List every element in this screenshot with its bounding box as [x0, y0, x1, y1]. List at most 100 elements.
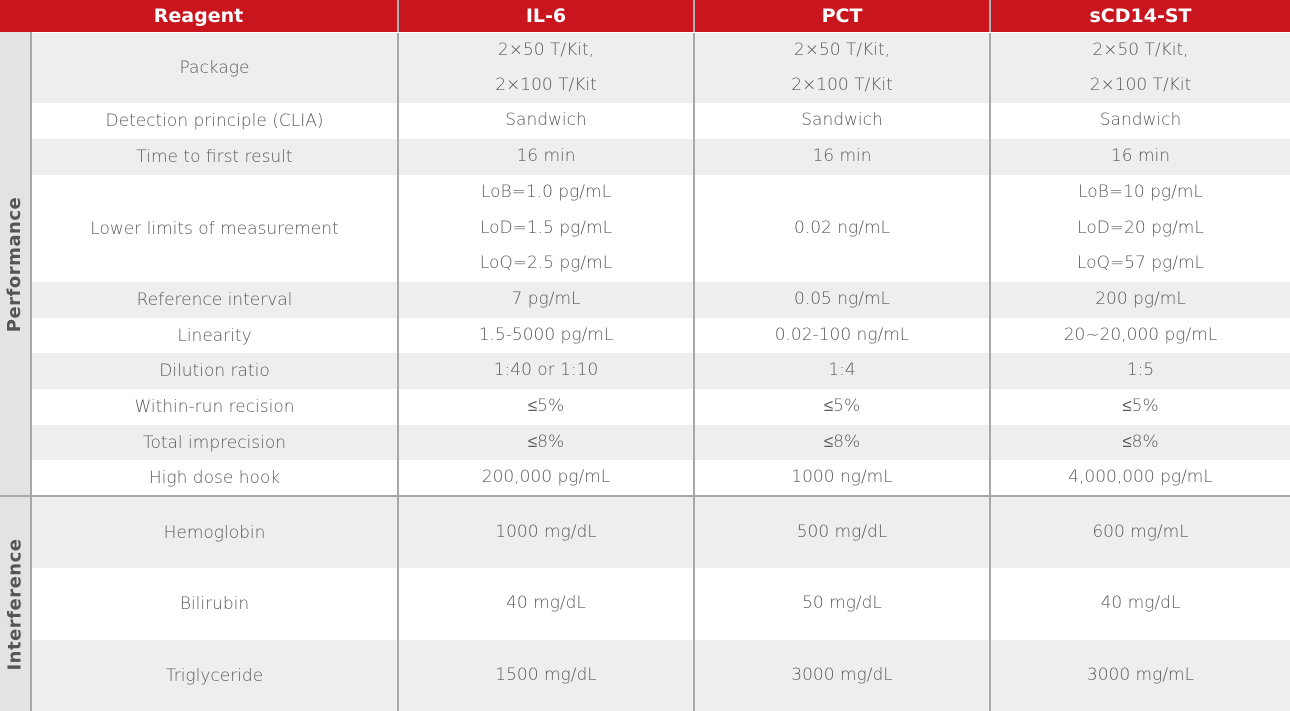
value-line: 200 pg/mL: [1095, 289, 1186, 310]
value-line: 1:5: [1126, 360, 1155, 381]
value-cell-scd14st: Sandwich: [989, 103, 1290, 139]
value-line: 500 mg/dL: [796, 521, 888, 542]
value-line: 20~20,000 pg/mL: [1063, 324, 1218, 345]
value-line: ≤5%: [527, 396, 565, 417]
value-cell-il6: Sandwich: [397, 103, 693, 139]
value-line: LoD=1.5 pg/mL: [479, 217, 613, 238]
value-cell-pct: ≤5%: [693, 389, 989, 425]
section-label-interference: Interference: [0, 497, 32, 711]
table-row: High dose hook 200,000 pg/mL 1000 ng/mL 4,0…: [32, 460, 1290, 496]
value-line: 2×50 T/Kit,: [793, 39, 891, 60]
value-cell-il6: 1000 mg/dL: [397, 497, 693, 568]
value-cell-pct: 500 mg/dL: [693, 497, 989, 568]
value-line: 1.5-5000 pg/mL: [478, 324, 614, 345]
value-line: 16 min: [1110, 146, 1171, 167]
table-row: Total imprecision ≤8% ≤8% ≤8%: [32, 425, 1290, 460]
value-line: 2×100 T/Kit: [495, 75, 597, 95]
value-cell-il6: 1.5-5000 pg/mL: [397, 318, 693, 353]
value-cell-il6: 2×50 T/Kit, 2×100 T/Kit: [397, 33, 693, 103]
value-cell-scd14st: 16 min: [989, 139, 1290, 175]
value-line: 50 mg/dL: [802, 593, 882, 614]
value-line: LoB=10 pg/mL: [1078, 182, 1203, 203]
value-cell-pct: 3000 mg/dL: [693, 640, 989, 711]
row-label: Triglyceride: [165, 665, 264, 686]
value-cell-il6: LoB=1.0 pg/mL LoD=1.5 pg/mL LoQ=2.5 pg/mL: [397, 175, 693, 282]
table-row: Dilution ratio 1:40 or 1:10 1:4 1:5: [32, 353, 1290, 389]
value-line: 1:4: [828, 360, 856, 381]
value-cell-il6: 16 min: [397, 139, 693, 175]
row-label: Time to first result: [136, 147, 293, 167]
value-cell-il6: 1:40 or 1:10: [397, 353, 693, 389]
value-line: ≤8%: [1122, 431, 1159, 452]
table-row: Linearity 1.5-5000 pg/mL 0.02-100 ng/mL 20~…: [32, 318, 1290, 353]
header-reagent: Reagent: [0, 0, 397, 32]
value-line: 2×100 T/Kit: [1089, 75, 1192, 95]
value-line: 16 min: [812, 146, 872, 167]
header-scd14st: sCD14-ST: [989, 0, 1290, 32]
value-line: ≤8%: [823, 431, 861, 452]
value-cell-scd14st: LoB=10 pg/mL LoD=20 pg/mL LoQ=57 pg/mL: [989, 175, 1290, 282]
section-divider: [0, 495, 1290, 497]
row-label: High dose hook: [148, 468, 281, 488]
table-row: Reference interval 7 pg/mL 0.05 ng/mL 200 p…: [32, 282, 1290, 318]
value-line: LoB=1.0 pg/mL: [480, 182, 612, 203]
value-line: 3000 mg/mL: [1086, 664, 1195, 685]
value-line: 3000 mg/dL: [791, 664, 893, 685]
value-line: 1:40 or 1:10: [493, 360, 599, 381]
value-cell-pct: 0.02-100 ng/mL: [693, 318, 989, 353]
value-line: 40 mg/dL: [1100, 593, 1181, 614]
table-row: Time to first result 16 min 16 min 16 min: [32, 139, 1290, 175]
value-cell-scd14st: 4,000,000 pg/mL: [989, 460, 1290, 496]
row-label: Hemoglobin: [163, 522, 266, 543]
table-row: Within-run recision ≤5% ≤5% ≤5%: [32, 389, 1290, 425]
value-line: Sandwich: [801, 110, 883, 131]
section-label-text: Interference: [4, 537, 26, 671]
row-label: Package: [179, 58, 250, 78]
value-cell-il6: 7 pg/mL: [397, 282, 693, 318]
table-row: Lower limits of measurement LoB=1.0 pg/mL…: [32, 175, 1290, 282]
value-line: 0.02 ng/mL: [794, 217, 890, 238]
row-label: Detection principle (CLIA): [105, 111, 324, 131]
table-row: Bilirubin 40 mg/dL 50 mg/dL 40 mg/dL: [32, 568, 1290, 640]
value-line: 200,000 pg/mL: [481, 467, 611, 488]
table-row: Detection principle (CLIA) Sandwich Sandwi…: [32, 103, 1290, 139]
value-cell-scd14st: 200 pg/mL: [989, 282, 1290, 318]
value-cell-scd14st: 600 mg/mL: [989, 497, 1290, 568]
value-cell-scd14st: 3000 mg/mL: [989, 640, 1290, 711]
value-line: 1000 ng/mL: [791, 467, 893, 488]
value-line: LoD=20 pg/mL: [1077, 217, 1204, 238]
value-cell-scd14st: ≤8%: [989, 425, 1290, 460]
value-cell-il6: 40 mg/dL: [397, 568, 693, 640]
row-label: Lower limits of measurement: [90, 218, 339, 239]
value-line: 1500 mg/dL: [495, 664, 597, 685]
value-line: 40 mg/dL: [506, 593, 586, 614]
row-label: Total imprecision: [142, 432, 287, 453]
value-cell-il6: 200,000 pg/mL: [397, 460, 693, 496]
section-label-text: Performance: [4, 196, 26, 332]
value-line: 2×100 T/Kit: [791, 75, 893, 95]
value-line: Sandwich: [505, 110, 587, 131]
value-line: 16 min: [516, 146, 576, 167]
value-line: 0.02-100 ng/mL: [774, 324, 910, 345]
row-label: Reference interval: [136, 290, 293, 310]
value-line: ≤8%: [527, 431, 565, 452]
value-line: ≤5%: [823, 396, 861, 417]
row-label: Dilution ratio: [159, 361, 270, 381]
value-cell-scd14st: 2×50 T/Kit, 2×100 T/Kit: [989, 33, 1290, 103]
row-label: Within-run recision: [134, 397, 295, 417]
table-row: Triglyceride 1500 mg/dL 3000 mg/dL 3000 mg/…: [32, 640, 1290, 711]
value-cell-scd14st: ≤5%: [989, 389, 1290, 425]
header-pct: PCT: [693, 0, 989, 32]
value-line: 7 pg/mL: [511, 289, 581, 310]
header-il6: IL-6: [397, 0, 693, 32]
value-cell-pct: 1:4: [693, 353, 989, 389]
value-cell-il6: ≤8%: [397, 425, 693, 460]
value-cell-il6: ≤5%: [397, 389, 693, 425]
value-line: 2×50 T/Kit,: [1092, 39, 1189, 60]
value-line: 2×50 T/Kit,: [497, 39, 595, 60]
value-line: LoQ=57 pg/mL: [1077, 253, 1204, 274]
value-line: 4,000,000 pg/mL: [1068, 467, 1213, 488]
value-line: LoQ=2.5 pg/mL: [479, 253, 613, 274]
value-cell-pct: 50 mg/dL: [693, 568, 989, 640]
value-line: 0.05 ng/mL: [794, 289, 890, 310]
